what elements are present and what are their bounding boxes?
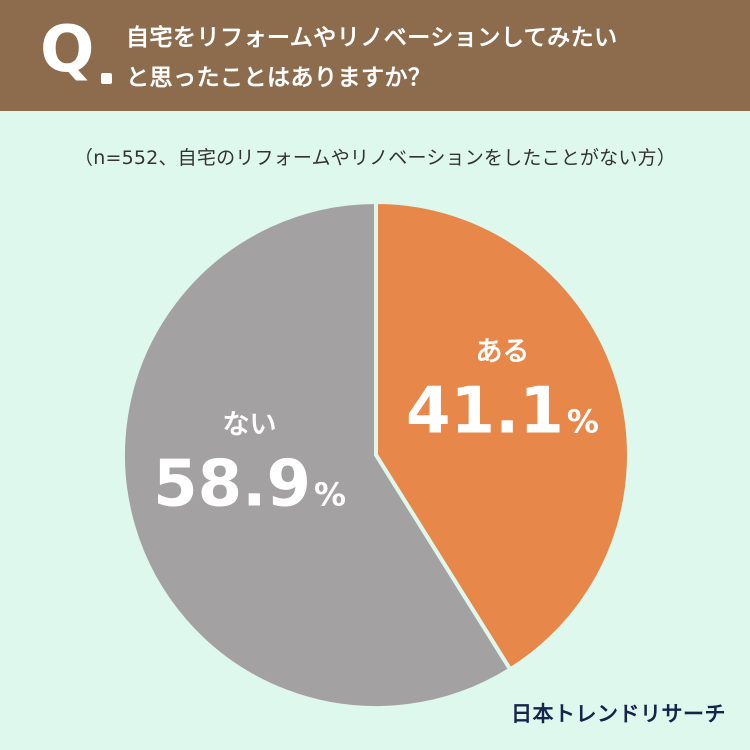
slice-label-yes: ある: [475, 337, 529, 368]
q-mark: Q: [40, 13, 95, 87]
slice-label-no: ない: [223, 409, 277, 440]
slice-value-number-yes: 41.1: [406, 375, 564, 449]
sample-note: （n=552、自宅のリフォームやリノベーションをしたことがない方）: [74, 147, 676, 169]
slice-value-yes: 41.1%: [406, 375, 599, 449]
question-header: Q 自宅をリフォームやリノベーションしてみたい と思ったことはありますか？: [0, 0, 750, 111]
slice-value-unit-no: %: [314, 475, 346, 513]
question-line-1: 自宅をリフォームやリノベーションしてみたい: [126, 25, 618, 51]
slice-value-number-no: 58.9: [153, 447, 311, 521]
q-dot: [101, 73, 112, 84]
question-text: 自宅をリフォームやリノベーションしてみたい と思ったことはありますか？: [126, 18, 726, 98]
brand-logo: 日本トレンドリサーチ: [511, 702, 726, 726]
slice-value-unit-yes: %: [567, 403, 599, 441]
pie-slice-no: [121, 200, 513, 710]
question-line-2: と思ったことはありますか？: [126, 65, 432, 91]
slice-value-no: 58.9%: [153, 447, 346, 521]
